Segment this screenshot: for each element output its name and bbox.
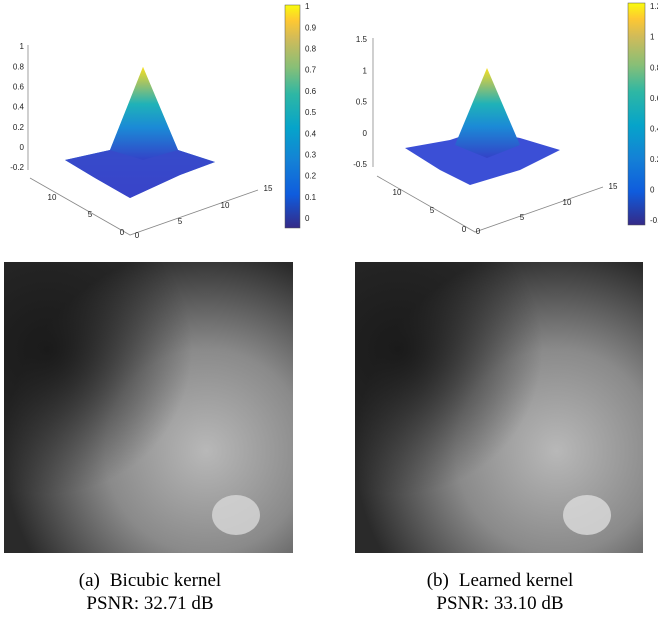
colorbar-tick-label: 0.5 xyxy=(305,108,317,117)
z-tick-label: 1 xyxy=(363,66,368,75)
surface-plot-b xyxy=(372,2,646,233)
z-tick-label: 0 xyxy=(20,143,25,152)
z-tick-label: 0.2 xyxy=(13,123,25,132)
x-tick-label: 5 xyxy=(430,206,435,215)
z-tick-label: -0.2 xyxy=(10,163,24,172)
caption-label: (b) Learned kernel xyxy=(427,570,574,591)
caption-label: (a) Bicubic kernel xyxy=(79,570,221,591)
y-tick-label: 0 xyxy=(476,227,481,236)
caption-text: Bicubic kernel xyxy=(110,570,221,591)
colorbar-tick-label: 0.6 xyxy=(650,94,658,103)
caption-label: (a) xyxy=(79,570,100,591)
z-tick-label: 1.5 xyxy=(356,35,368,44)
colorbar-tick-label: 0.2 xyxy=(305,172,317,181)
z-tick-label: 0.8 xyxy=(13,62,25,71)
y-tick-label: 10 xyxy=(563,198,572,207)
z-tick-label: 0 xyxy=(363,129,368,138)
caption-label: (b) xyxy=(427,570,449,591)
caption-psnr: PSNR: 33.10 dB xyxy=(436,593,563,614)
colorbar-tick-label: 0 xyxy=(305,214,310,223)
y-tick-label: 15 xyxy=(609,182,618,191)
y-tick-label: 0 xyxy=(135,231,140,240)
y-tick-label: 5 xyxy=(178,217,183,226)
colorbar-tick-label: 0.4 xyxy=(305,129,317,138)
colorbar-tick-label: 0 xyxy=(650,186,655,195)
colorbar-tick-label: 0.9 xyxy=(305,23,317,32)
y-tick-label: 5 xyxy=(520,213,525,222)
colorbar-tick-label: 0.8 xyxy=(305,45,317,54)
colorbar-tick-label: 0.2 xyxy=(650,155,658,164)
colorbar-tick-label: 0.8 xyxy=(650,63,658,72)
colorbar-tick-label: 0.1 xyxy=(305,193,317,202)
z-tick-label: 0.6 xyxy=(13,82,25,91)
colorbar-tick-label: 1 xyxy=(650,33,655,42)
colorbar-tick-label: 1.2 xyxy=(650,2,658,11)
colorbar-tick-label: -0.2 xyxy=(650,216,658,225)
x-tick-label: 5 xyxy=(88,210,93,219)
y-tick-label: 10 xyxy=(221,201,230,210)
z-tick-label: 0.4 xyxy=(13,103,25,112)
surface-plot-a xyxy=(27,4,301,236)
colorbar-tick-label: 1 xyxy=(305,2,310,11)
z-tick-label: 0.5 xyxy=(356,98,368,107)
caption-text: Learned kernel xyxy=(459,570,573,591)
y-tick-label: 15 xyxy=(264,184,273,193)
photo-a xyxy=(4,262,293,553)
colorbar-tick-label: 0.6 xyxy=(305,87,317,96)
colorbar-tick-label: 0.4 xyxy=(650,124,658,133)
z-tick-label: -0.5 xyxy=(353,160,367,169)
photo-b xyxy=(355,262,643,553)
z-tick-label: 1 xyxy=(20,42,25,51)
colorbar-tick-label: 0.3 xyxy=(305,151,317,160)
x-tick-label: 10 xyxy=(48,193,57,202)
x-tick-label: 10 xyxy=(393,188,402,197)
x-tick-label: 0 xyxy=(462,225,467,234)
x-tick-label: 0 xyxy=(120,228,125,237)
caption-psnr: PSNR: 32.71 dB xyxy=(86,593,213,614)
colorbar-tick-label: 0.7 xyxy=(305,66,317,75)
